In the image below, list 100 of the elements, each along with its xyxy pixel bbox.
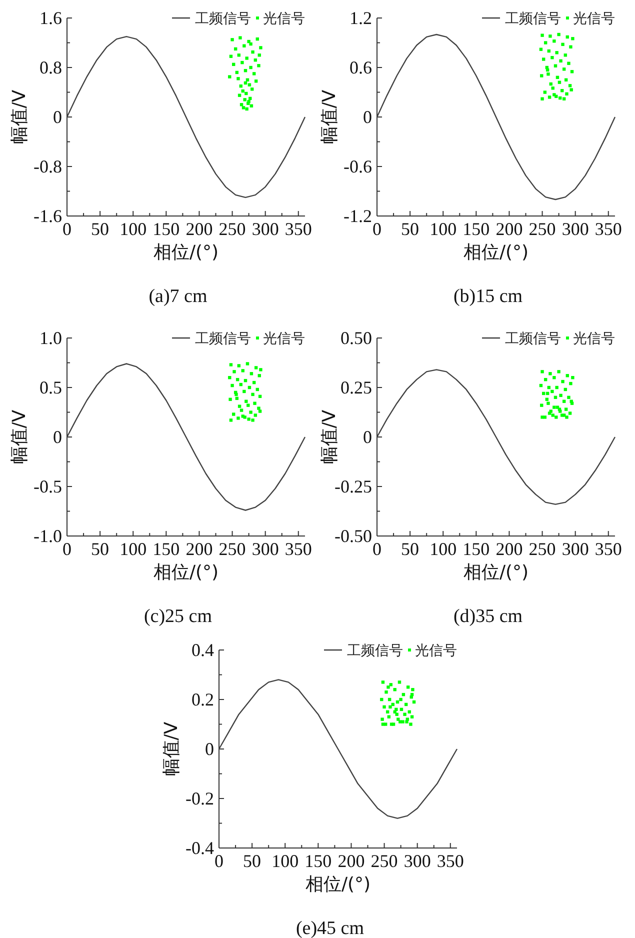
point	[555, 386, 558, 390]
x-axis-title: 相位/(°)	[153, 242, 219, 263]
point	[238, 404, 242, 408]
x-tick-label: 300	[562, 539, 589, 559]
point	[571, 376, 574, 380]
point	[386, 686, 390, 689]
legend-label: 光信号	[573, 331, 615, 347]
point	[244, 400, 248, 403]
point	[548, 34, 552, 38]
point	[403, 712, 406, 716]
x-tick-label: 250	[218, 219, 246, 239]
point	[241, 369, 244, 372]
x-axis-title: 相位/(°)	[305, 874, 371, 895]
x-tick-label: 350	[594, 539, 622, 559]
point	[540, 74, 544, 78]
point	[244, 92, 248, 96]
point	[567, 62, 570, 65]
point	[540, 416, 544, 419]
point	[242, 44, 246, 48]
y-tick-label: 0	[205, 739, 214, 759]
x-tick-label: 300	[562, 219, 589, 239]
point	[251, 392, 254, 396]
x-tick-label: 200	[338, 851, 365, 871]
point	[405, 720, 408, 724]
y-tick-label: -0.2	[186, 788, 214, 808]
point	[409, 722, 412, 726]
y-tick-label: 1.2	[350, 8, 372, 28]
point	[548, 96, 552, 99]
point	[401, 720, 404, 724]
point	[252, 72, 256, 76]
point	[406, 718, 410, 721]
y-tick-label: 0.2	[192, 690, 214, 710]
y-axis-title: 幅值/V	[319, 409, 340, 464]
point	[568, 412, 572, 415]
y-tick-label: -0.5	[34, 476, 62, 496]
y-tick-label: 1.6	[40, 8, 62, 28]
x-tick-label: 200	[496, 539, 523, 559]
point	[259, 368, 262, 372]
point	[387, 715, 391, 718]
point	[399, 698, 402, 702]
point	[249, 410, 252, 414]
point	[550, 56, 554, 60]
point	[410, 715, 414, 718]
point	[243, 98, 246, 102]
legend-label: 光信号	[263, 331, 305, 347]
point	[396, 718, 400, 721]
x-tick-label: 100	[120, 539, 147, 559]
point	[253, 402, 256, 405]
point	[569, 382, 572, 386]
y-tick-label: 0	[363, 427, 372, 447]
legend-label: 光信号	[573, 11, 615, 27]
y-tick-label: 0	[53, 427, 62, 447]
x-tick-label: 350	[436, 851, 464, 871]
point	[237, 364, 240, 368]
x-tick-label: 100	[272, 851, 299, 871]
text: (c)25 cm	[144, 606, 212, 627]
point	[246, 362, 250, 366]
point	[238, 36, 242, 40]
point	[245, 56, 248, 60]
point	[249, 42, 252, 46]
point	[559, 394, 562, 398]
point	[249, 66, 252, 70]
x-tick-label: 150	[152, 219, 180, 239]
point	[242, 390, 246, 394]
y-tick-label: 0.50	[340, 328, 372, 348]
text: (b)15 cm	[453, 286, 523, 307]
point	[259, 46, 262, 50]
point	[381, 680, 385, 684]
point	[230, 38, 234, 42]
y-tick-label: 0.25	[340, 378, 372, 398]
legend-label: 工频信号	[195, 331, 251, 347]
x-tick-label: 350	[594, 219, 622, 239]
x-axis-title: 相位/(°)	[153, 562, 219, 583]
x-tick-label: 50	[401, 219, 420, 239]
point	[540, 370, 544, 374]
point	[552, 40, 556, 43]
point	[229, 363, 233, 366]
x-tick-label: 150	[152, 539, 180, 559]
point	[228, 75, 232, 78]
point	[238, 94, 242, 97]
point	[557, 32, 560, 36]
point	[228, 398, 232, 401]
text: (e)45 cm	[296, 918, 364, 938]
point	[257, 64, 260, 68]
y-tick-label: -0.8	[34, 156, 62, 176]
point	[552, 376, 556, 380]
x-tick-label: 50	[91, 539, 110, 559]
point	[389, 683, 392, 686]
point	[555, 51, 558, 54]
point	[550, 390, 554, 394]
y-tick-label: -0.6	[344, 156, 372, 176]
point	[561, 380, 564, 384]
point	[565, 416, 568, 419]
point	[236, 77, 240, 80]
point	[561, 42, 564, 46]
point	[381, 722, 385, 726]
point	[546, 402, 550, 405]
x-tick-label: 150	[462, 539, 490, 559]
y-tick-label: -1.6	[34, 206, 62, 226]
point	[384, 690, 388, 694]
